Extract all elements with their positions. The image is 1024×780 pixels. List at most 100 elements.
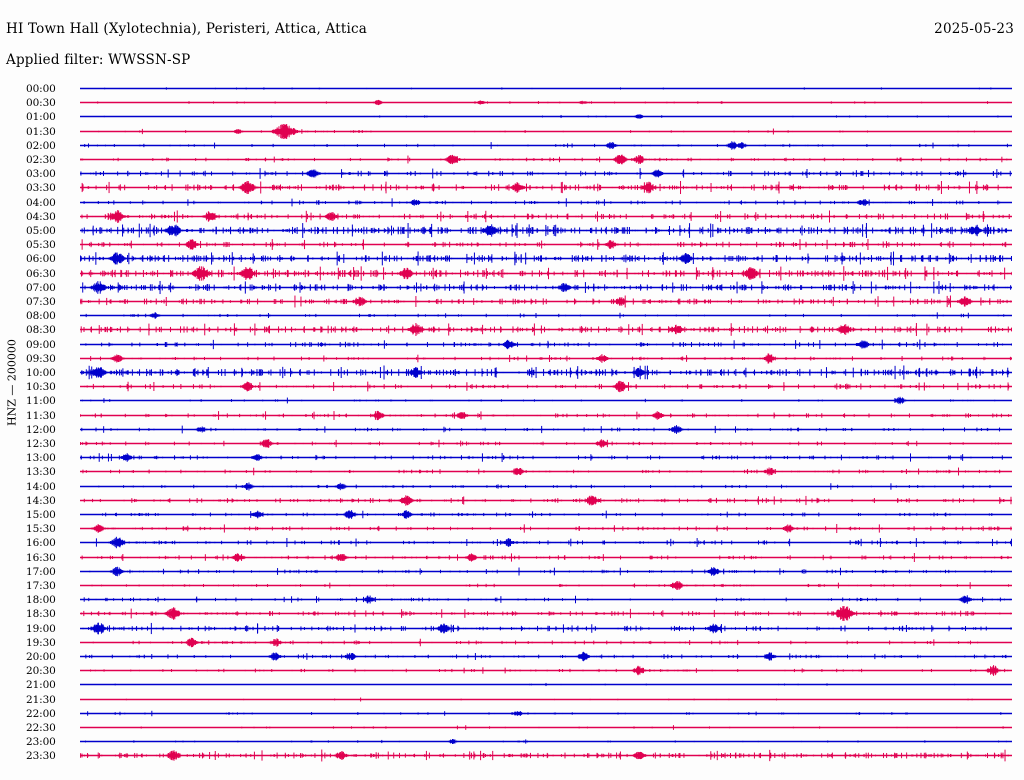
- trace-canvas: [80, 606, 1012, 622]
- trace-canvas: [80, 421, 1012, 437]
- helicorder-row: 01:00: [0, 109, 1024, 130]
- time-tick-label: 16:00: [26, 537, 56, 550]
- time-tick-label: 00:00: [26, 83, 56, 95]
- trace-canvas: [80, 208, 1012, 224]
- helicorder-row: 20:00: [0, 649, 1024, 670]
- time-tick-label: 11:00: [26, 395, 56, 408]
- trace-canvas: [80, 705, 1012, 721]
- trace-canvas: [80, 166, 1012, 182]
- helicorder-row: 10:00: [0, 365, 1024, 386]
- helicorder-row: 06:30: [0, 265, 1024, 287]
- time-tick-label: 23:00: [26, 736, 56, 749]
- helicorder-row: 15:30: [0, 521, 1024, 542]
- time-tick-label: 08:30: [26, 324, 56, 337]
- time-tick-label: 17:30: [26, 580, 56, 592]
- helicorder-row: 06:00: [0, 251, 1024, 272]
- time-tick-label: 23:30: [26, 750, 56, 763]
- trace-canvas: [80, 507, 1012, 522]
- time-tick-label: 01:00: [26, 111, 56, 124]
- helicorder-row: 05:30: [0, 237, 1024, 258]
- time-tick-label: 20:30: [26, 665, 56, 678]
- time-tick-label: 01:30: [26, 125, 56, 138]
- time-tick-label: 14:00: [26, 480, 56, 493]
- trace-canvas: [80, 535, 1012, 551]
- trace-canvas: [80, 237, 1012, 253]
- helicorder-row: 00:30: [0, 95, 1024, 116]
- trace-canvas: [80, 137, 1012, 153]
- helicorder-plot: 00:00 00:30 01:00 01:30 02:00 02:30 03:00 03:30…: [0, 80, 1024, 776]
- helicorder-row: 21:00: [0, 677, 1024, 698]
- helicorder-row: 02:00: [0, 137, 1024, 159]
- helicorder-row: 14:30: [0, 492, 1024, 514]
- trace-canvas: [80, 308, 1012, 324]
- trace-canvas: [80, 436, 1012, 451]
- time-tick-label: 20:00: [26, 651, 56, 663]
- trace-canvas: [80, 265, 1012, 281]
- trace-canvas: [80, 734, 1012, 750]
- trace-canvas: [80, 251, 1012, 267]
- trace-canvas: [80, 350, 1012, 366]
- trace-canvas: [80, 322, 1012, 338]
- trace-canvas: [80, 393, 1012, 409]
- trace-canvas: [80, 81, 1012, 96]
- time-tick-label: 04:00: [26, 196, 56, 209]
- helicorder-row: 12:00: [0, 421, 1024, 443]
- trace-canvas: [80, 379, 1012, 395]
- trace-canvas: [80, 180, 1012, 196]
- helicorder-row: 04:00: [0, 194, 1024, 216]
- trace-canvas: [80, 123, 1012, 139]
- trace-canvas: [80, 649, 1012, 664]
- helicorder-row: 22:30: [0, 720, 1024, 741]
- time-tick-label: 12:00: [26, 423, 56, 436]
- trace-canvas: [80, 152, 1012, 167]
- helicorder-row: 18:00: [0, 592, 1024, 613]
- time-tick-label: 07:00: [26, 281, 56, 294]
- trace-canvas: [80, 407, 1012, 423]
- helicorder-row: 16:00: [0, 535, 1024, 556]
- time-tick-label: 21:30: [26, 693, 56, 706]
- time-tick-label: 11:30: [26, 409, 56, 422]
- time-tick-label: 10:30: [26, 381, 56, 394]
- helicorder-row: 03:00: [0, 166, 1024, 187]
- helicorder-row: 15:00: [0, 507, 1024, 528]
- helicorder-row: 17:30: [0, 578, 1024, 599]
- time-tick-label: 18:00: [26, 594, 56, 607]
- trace-canvas: [80, 194, 1012, 210]
- time-tick-label: 21:00: [26, 679, 56, 692]
- helicorder-row: 23:00: [0, 734, 1024, 755]
- helicorder-row: 18:30: [0, 606, 1024, 627]
- time-tick-label: 04:30: [26, 210, 56, 223]
- time-tick-label: 03:00: [26, 168, 56, 181]
- helicorder-row: 03:30: [0, 180, 1024, 201]
- helicorder-row: 16:30: [0, 549, 1024, 571]
- time-tick-label: 17:00: [26, 565, 56, 578]
- time-tick-label: 13:30: [26, 466, 56, 479]
- time-tick-label: 00:30: [26, 97, 56, 110]
- time-tick-label: 22:30: [26, 722, 56, 734]
- trace-canvas: [80, 634, 1012, 650]
- trace-canvas: [80, 748, 1012, 764]
- helicorder-row: 00:00: [0, 81, 1024, 102]
- helicorder-row: 11:00: [0, 393, 1024, 414]
- helicorder-row: 07:00: [0, 279, 1024, 301]
- trace-canvas: [80, 464, 1012, 480]
- trace-canvas: [80, 223, 1012, 238]
- helicorder-row: 21:30: [0, 691, 1024, 713]
- helicorder-row: 08:30: [0, 322, 1024, 343]
- helicorder-row: 09:30: [0, 350, 1024, 372]
- trace-canvas: [80, 279, 1012, 295]
- trace-canvas: [80, 492, 1012, 508]
- time-tick-label: 13:00: [26, 452, 56, 465]
- trace-canvas: [80, 478, 1012, 494]
- helicorder-row: 11:30: [0, 407, 1024, 429]
- time-tick-label: 15:00: [26, 509, 56, 521]
- time-tick-label: 19:30: [26, 636, 56, 649]
- helicorder-row: 19:00: [0, 620, 1024, 642]
- trace-canvas: [80, 549, 1012, 565]
- trace-canvas: [80, 677, 1012, 693]
- helicorder-row: 23:30: [0, 748, 1024, 769]
- time-tick-label: 14:30: [26, 494, 56, 507]
- time-tick-label: 06:30: [26, 267, 56, 280]
- helicorder-row: 12:30: [0, 436, 1024, 457]
- trace-canvas: [80, 691, 1012, 707]
